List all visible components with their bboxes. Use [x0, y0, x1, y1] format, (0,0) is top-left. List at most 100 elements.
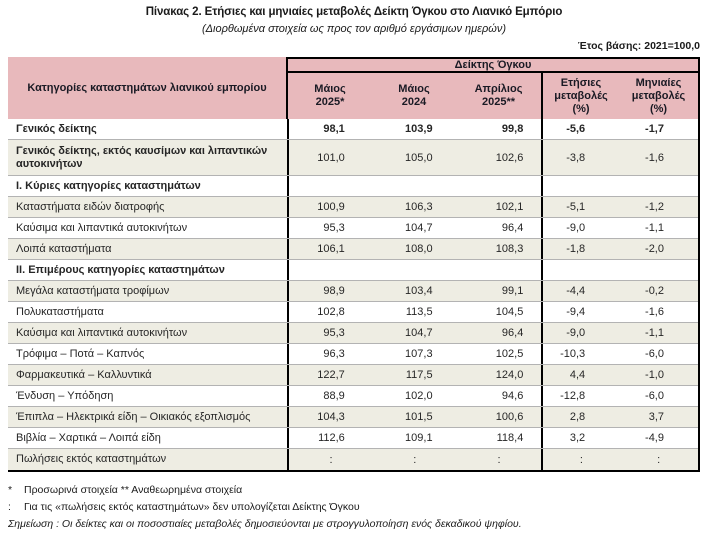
column-headers: Μάιος 2025* Μάιος 2024 Απρίλιος 2025** Ετήσιες… [288, 73, 698, 119]
value-cell: 102,1 [495, 201, 524, 213]
section-header-row: ΙΙ. Επιμέρους κατηγορίες καταστημάτων [8, 260, 698, 281]
row-label: Πωλήσεις εκτός καταστημάτων [8, 449, 290, 470]
value-cell: 3,2 [541, 428, 619, 448]
column-header-line: μεταβολές [554, 89, 608, 102]
value-cell [289, 176, 373, 196]
footnote-marker: : [8, 501, 11, 513]
table-row: Καταστήματα ειδών διατροφής 100,9 106,3 102… [8, 197, 698, 218]
column-header: Μάιος 2025* [288, 73, 372, 119]
value-cell: : [541, 449, 619, 470]
footnote-marker: * [8, 484, 13, 496]
value-cell: -1,1 [645, 327, 664, 339]
value-cell: : [657, 453, 661, 466]
row-label: Γενικός δείκτης [8, 119, 289, 139]
value-cell: -4,9 [645, 432, 664, 444]
value-cell: 104,3 [317, 411, 345, 423]
table-row: Γενικός δείκτης 98,1 103,9 99,8 -5,6 -1,7 [8, 119, 698, 140]
value-cell [541, 176, 619, 196]
value-cell: -1,7 [645, 123, 664, 135]
value-cell: -9,0 [541, 323, 619, 343]
value-cell: -1,2 [645, 201, 664, 213]
value-cell: 96,4 [501, 327, 524, 339]
value-cell: 100,6 [495, 411, 524, 423]
footnote-line: * Προσωρινά στοιχεία ** Αναθεωρημένα στοι… [8, 482, 700, 499]
value-cell: -1,6 [645, 151, 664, 164]
value-cell [457, 176, 542, 196]
value-cell: 106,3 [405, 201, 433, 213]
table-row: Φαρμακευτικά – Καλλυντικά 122,7 117,5 124,0… [8, 365, 698, 386]
column-header: Απρίλιος 2025** [456, 73, 541, 119]
table-body: Γενικός δείκτης 98,1 103,9 99,8 -5,6 -1,7 Γενι… [8, 119, 700, 472]
value-cell: : [413, 453, 417, 466]
value-cell: -0,2 [645, 285, 664, 297]
value-cell [541, 260, 619, 280]
row-label: Έπιπλα – Ηλεκτρικά είδη – Οικιακός εξοπλ… [8, 407, 289, 427]
value-cell: 103,9 [405, 123, 433, 135]
value-cell: 104,7 [405, 327, 433, 339]
value-cell: 88,9 [323, 390, 345, 402]
value-cell: 105,0 [405, 151, 433, 164]
value-cell: 106,1 [317, 243, 345, 255]
footnote-line: Σημείωση : Οι δείκτες και οι ποσοστιαίες… [8, 516, 700, 533]
value-cell: 94,6 [501, 390, 524, 402]
footnotes: * Προσωρινά στοιχεία ** Αναθεωρημένα στοι… [8, 482, 700, 533]
value-cell: 108,0 [405, 243, 433, 255]
value-cell: 113,5 [405, 306, 433, 318]
value-cell: 103,4 [405, 285, 433, 297]
value-cell [289, 260, 373, 280]
table-row: Γενικός δείκτης, εκτός καυσίμων και λιπα… [8, 140, 698, 176]
value-cell: 102,8 [317, 306, 345, 318]
value-cell: 112,6 [318, 432, 345, 444]
base-year-label: Έτος βάσης: 2021=100,0 [577, 40, 700, 52]
row-label: Καταστήματα ειδών διατροφής [8, 197, 289, 217]
value-cell: : [329, 453, 333, 466]
column-header-line: (%) [649, 102, 668, 115]
column-header-line: 2025** [481, 96, 516, 108]
value-cell: -9,0 [541, 218, 619, 238]
value-cell: 96,3 [323, 348, 345, 360]
value-cell: -9,4 [541, 302, 619, 322]
row-label: Καύσιμα και λιπαντικά αυτοκινήτων [8, 218, 289, 238]
value-cell: 118,4 [496, 432, 524, 444]
value-cell: 95,3 [323, 327, 345, 339]
table-row: Έπιπλα – Ηλεκτρικά είδη – Οικιακός εξοπλ… [8, 407, 698, 428]
column-header-line: (%) [572, 102, 590, 115]
value-cell: 108,3 [495, 243, 524, 255]
value-cell: -3,8 [541, 140, 619, 175]
footnote-text: Για τις «πωλήσεις εκτός καταστημάτων» δε… [24, 501, 360, 513]
value-cell: 102,0 [405, 390, 433, 402]
row-label: Καύσιμα και λιπαντικά αυτοκινήτων [8, 323, 289, 343]
value-cell: -5,6 [541, 119, 619, 139]
value-cell: 117,5 [405, 369, 433, 381]
table-row: Μεγάλα καταστήματα τροφίμων 98,9 103,4 99,1… [8, 281, 698, 302]
footnote-text: Σημείωση : Οι δείκτες και οι ποσοστιαίες… [8, 518, 522, 530]
row-label: Πολυκαταστήματα [8, 302, 289, 322]
value-cell: 109,1 [405, 432, 433, 444]
value-cell: 98,1 [323, 123, 345, 135]
value-cell: 98,9 [323, 285, 345, 297]
value-cell: 107,3 [405, 348, 433, 360]
table-row: Πολυκαταστήματα 102,8 113,5 104,5 -9,4 -1,6 [8, 302, 698, 323]
value-cell: 102,5 [495, 348, 524, 360]
value-cell: 122,7 [317, 369, 345, 381]
value-cell [373, 176, 457, 196]
value-cell: -6,0 [645, 348, 664, 360]
value-cell [373, 260, 457, 280]
table-row: Βιβλία – Χαρτικά – Λοιπά είδη 112,6 109,1 1… [8, 428, 698, 449]
value-cell: : [497, 453, 501, 466]
value-cell: 101,0 [317, 151, 345, 164]
value-cell: 99,8 [501, 123, 524, 135]
value-cell: 3,7 [648, 411, 664, 423]
value-cell: 100,9 [317, 201, 345, 213]
row-header-cell: Κατηγορίες καταστημάτων λιανικού εμπορίο… [8, 57, 288, 119]
column-header-line: Ετήσιες [560, 76, 602, 89]
row-label: Μεγάλα καταστήματα τροφίμων [8, 281, 289, 301]
table-row: Ένδυση – Υπόδηση 88,9 102,0 94,6 -12,8 -6,0 [8, 386, 698, 407]
value-cell: -12,8 [541, 386, 619, 406]
row-label: Τρόφιμα – Ποτά – Καπνός [8, 344, 289, 364]
value-cell: -1,1 [645, 222, 664, 234]
value-cell: -1,8 [541, 239, 619, 259]
value-cell: -1,6 [645, 306, 664, 318]
value-cell: 102,6 [495, 151, 524, 164]
table-row: Τρόφιμα – Ποτά – Καπνός 96,3 107,3 102,5 -10… [8, 344, 698, 365]
